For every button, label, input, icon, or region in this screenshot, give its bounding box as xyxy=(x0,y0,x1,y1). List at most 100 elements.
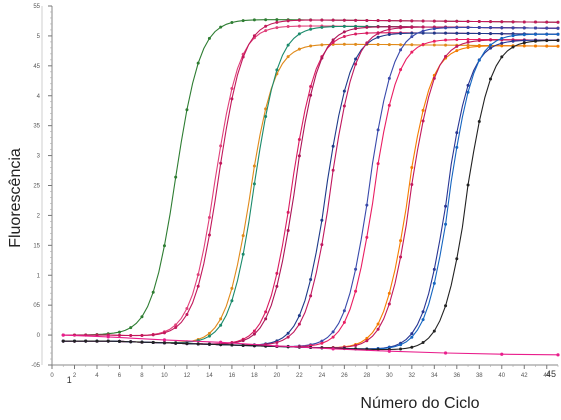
data-point xyxy=(365,41,369,45)
data-point xyxy=(466,43,470,47)
data-point xyxy=(129,326,133,330)
data-point xyxy=(286,228,290,232)
data-point xyxy=(320,339,324,343)
data-point xyxy=(309,93,313,97)
data-point xyxy=(320,56,324,60)
x-tick-label: 24 xyxy=(319,373,326,379)
data-point xyxy=(207,233,211,237)
data-point xyxy=(230,286,234,290)
data-point xyxy=(162,341,166,345)
data-point xyxy=(511,39,515,43)
x-tick-label: 8 xyxy=(140,373,144,379)
data-point xyxy=(207,342,211,346)
data-point xyxy=(275,20,279,24)
data-point xyxy=(207,334,211,338)
data-point xyxy=(500,20,504,24)
data-point xyxy=(477,20,481,24)
data-point xyxy=(354,62,358,66)
x-tick-label: 4 xyxy=(95,373,99,379)
data-point xyxy=(399,343,403,347)
data-point xyxy=(241,55,245,59)
y-tick-label: 4 xyxy=(37,94,41,100)
data-point xyxy=(545,44,549,48)
data-point xyxy=(432,329,436,333)
data-point xyxy=(444,31,448,35)
data-point xyxy=(432,19,436,23)
data-point xyxy=(421,42,425,46)
data-point xyxy=(477,44,481,48)
data-point xyxy=(275,284,279,288)
data-point xyxy=(174,341,178,345)
data-point xyxy=(354,27,358,31)
data-point xyxy=(196,273,200,277)
data-point xyxy=(387,27,391,31)
data-point xyxy=(455,49,459,53)
data-point xyxy=(207,331,211,335)
negative-control-point xyxy=(275,344,279,348)
data-point xyxy=(365,31,369,35)
data-point xyxy=(534,20,538,24)
data-point xyxy=(556,38,560,42)
data-point xyxy=(421,310,425,314)
x-tick-label: 40 xyxy=(498,373,505,379)
series-line xyxy=(63,25,559,337)
data-point xyxy=(140,340,144,344)
data-point xyxy=(489,20,493,24)
data-point xyxy=(241,234,245,238)
data-point xyxy=(444,38,448,42)
data-point xyxy=(264,317,268,321)
data-point xyxy=(477,39,481,43)
data-point xyxy=(455,44,459,48)
x-tick-label: 36 xyxy=(453,373,460,379)
data-point xyxy=(432,76,436,80)
data-point xyxy=(376,162,380,166)
data-point xyxy=(151,333,155,337)
data-point xyxy=(252,34,256,38)
data-point xyxy=(264,115,268,119)
data-point xyxy=(545,32,549,36)
data-point xyxy=(230,97,234,101)
data-point xyxy=(309,27,313,31)
data-point xyxy=(477,58,481,62)
data-point xyxy=(331,168,335,172)
data-point xyxy=(410,332,414,336)
negative-control-point xyxy=(443,351,448,355)
data-point xyxy=(387,291,391,295)
data-point xyxy=(466,90,470,94)
y-tick-label: 2 xyxy=(37,213,41,219)
data-point xyxy=(489,38,493,42)
data-point xyxy=(196,61,200,65)
data-point xyxy=(297,314,301,318)
data-point xyxy=(241,339,245,343)
data-point xyxy=(331,335,335,339)
data-point xyxy=(117,333,121,337)
data-point xyxy=(556,20,560,24)
data-point xyxy=(410,25,414,29)
series-line xyxy=(63,19,559,337)
data-point xyxy=(286,331,290,335)
data-point xyxy=(84,339,88,343)
data-point xyxy=(489,32,493,36)
data-point xyxy=(354,57,358,61)
y-tick-label: 1 xyxy=(37,273,41,279)
data-point xyxy=(522,44,526,48)
data-point xyxy=(432,267,436,271)
data-point xyxy=(477,26,481,30)
data-point xyxy=(297,137,301,141)
x-tick-label: 30 xyxy=(386,373,393,379)
data-point xyxy=(129,334,133,338)
data-point xyxy=(455,145,459,149)
data-point xyxy=(297,32,301,36)
data-point xyxy=(354,267,358,271)
data-point xyxy=(545,39,549,43)
data-point xyxy=(489,77,493,81)
data-point xyxy=(264,29,268,33)
data-point xyxy=(230,343,234,347)
data-point xyxy=(534,44,538,48)
data-point xyxy=(117,339,121,343)
negative-control-point xyxy=(219,340,223,344)
data-point xyxy=(309,24,313,28)
data-point xyxy=(309,294,313,298)
